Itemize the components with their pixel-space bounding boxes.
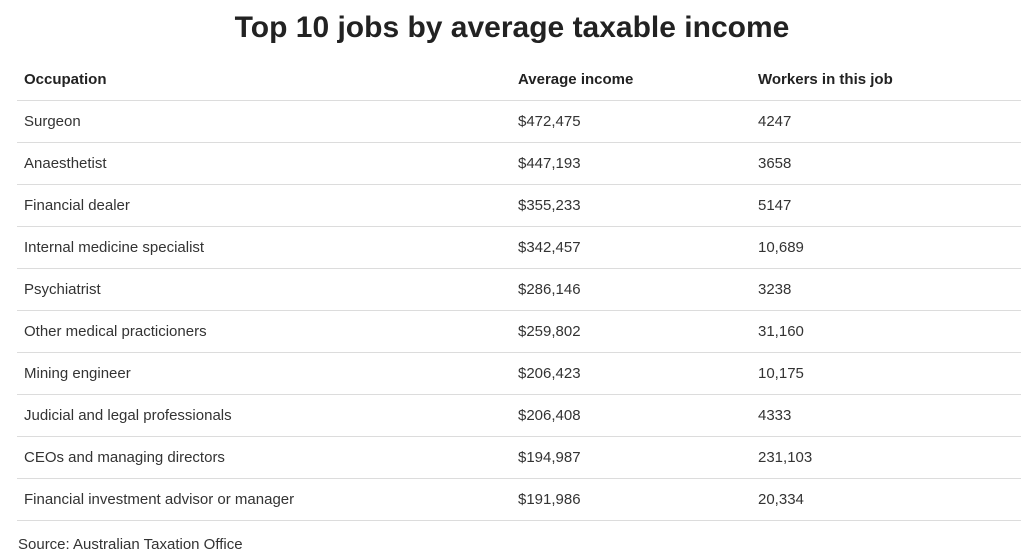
- table-row: Judicial and legal professionals $206,40…: [17, 394, 1021, 437]
- average-income-cell: $472,475: [511, 100, 751, 143]
- workers-cell: 4333: [751, 394, 1021, 437]
- workers-cell: 3658: [751, 142, 1021, 185]
- table-row: Mining engineer $206,423 10,175: [17, 352, 1021, 395]
- column-header-average-income: Average income: [511, 58, 751, 101]
- table-row: CEOs and managing directors $194,987 231…: [17, 436, 1021, 479]
- table-row: Financial investment advisor or manager …: [17, 478, 1021, 521]
- occupation-cell: CEOs and managing directors: [17, 436, 511, 479]
- occupation-cell: Psychiatrist: [17, 268, 511, 311]
- table-row: Surgeon $472,475 4247: [17, 100, 1021, 143]
- average-income-cell: $206,423: [511, 352, 751, 395]
- workers-cell: 231,103: [751, 436, 1021, 479]
- average-income-cell: $447,193: [511, 142, 751, 185]
- occupation-cell: Internal medicine specialist: [17, 226, 511, 269]
- table-row: Psychiatrist $286,146 3238: [17, 268, 1021, 311]
- average-income-cell: $191,986: [511, 478, 751, 521]
- header-row: Occupation Average income Workers in thi…: [17, 58, 1021, 101]
- page-title: Top 10 jobs by average taxable income: [234, 11, 790, 44]
- table-body: Surgeon $472,475 4247 Anaesthetist $447,…: [17, 100, 1021, 521]
- average-income-cell: $286,146: [511, 268, 751, 311]
- occupation-cell: Judicial and legal professionals: [17, 394, 511, 437]
- table-row: Other medical practicioners $259,802 31,…: [17, 310, 1021, 353]
- occupation-cell: Surgeon: [17, 100, 511, 143]
- column-header-workers: Workers in this job: [751, 58, 1021, 101]
- workers-cell: 31,160: [751, 310, 1021, 353]
- occupation-cell: Other medical practicioners: [17, 310, 511, 353]
- workers-cell: 3238: [751, 268, 1021, 311]
- workers-cell: 10,175: [751, 352, 1021, 395]
- average-income-cell: $194,987: [511, 436, 751, 479]
- workers-cell: 5147: [751, 184, 1021, 227]
- source-note: Source: Australian Taxation Office: [18, 536, 243, 553]
- table-row: Financial dealer $355,233 5147: [17, 184, 1021, 227]
- table-row: Anaesthetist $447,193 3658: [17, 142, 1021, 185]
- column-header-occupation: Occupation: [17, 58, 511, 101]
- occupation-cell: Financial dealer: [17, 184, 511, 227]
- average-income-cell: $342,457: [511, 226, 751, 269]
- average-income-cell: $355,233: [511, 184, 751, 227]
- table-row: Internal medicine specialist $342,457 10…: [17, 226, 1021, 269]
- income-table: Occupation Average income Workers in thi…: [17, 58, 1021, 521]
- occupation-cell: Financial investment advisor or manager: [17, 478, 511, 521]
- average-income-cell: $259,802: [511, 310, 751, 353]
- average-income-cell: $206,408: [511, 394, 751, 437]
- table-header: Occupation Average income Workers in thi…: [17, 58, 1021, 101]
- workers-cell: 20,334: [751, 478, 1021, 521]
- workers-cell: 10,689: [751, 226, 1021, 269]
- occupation-cell: Anaesthetist: [17, 142, 511, 185]
- workers-cell: 4247: [751, 100, 1021, 143]
- occupation-cell: Mining engineer: [17, 352, 511, 395]
